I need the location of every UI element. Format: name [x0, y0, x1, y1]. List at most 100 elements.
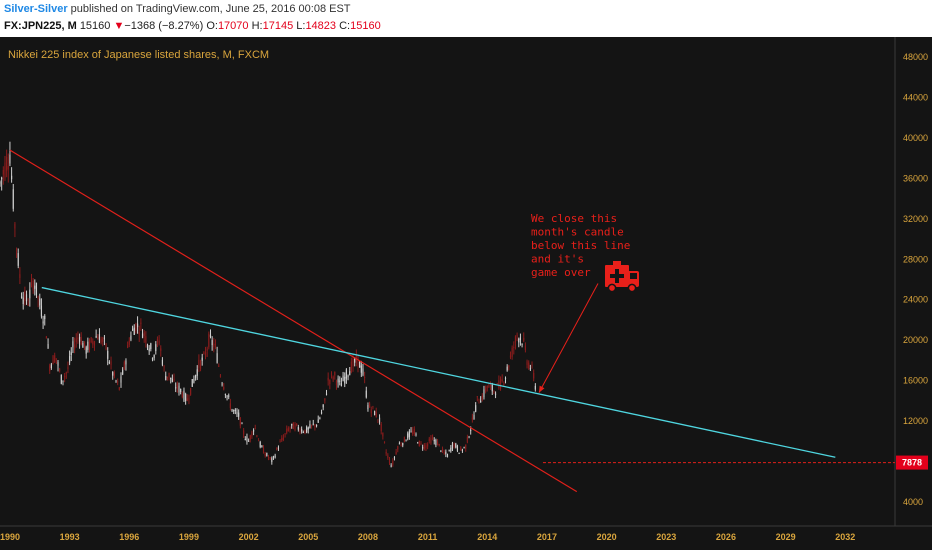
down-arrow-icon: ▼: [113, 20, 125, 32]
candle-body: [32, 280, 34, 291]
x-tick-label: 1999: [179, 532, 199, 542]
candle-body: [383, 441, 386, 443]
candle-body: [127, 345, 129, 348]
candle-body: [219, 375, 222, 377]
candle-body: [208, 333, 210, 348]
candle-body: [337, 378, 339, 383]
candle-body: [72, 341, 74, 348]
candle-body: [460, 447, 462, 451]
candle-body: [319, 417, 321, 419]
annotation-line: below this line: [531, 239, 630, 252]
candle-body: [504, 377, 507, 379]
candle-body: [340, 383, 343, 387]
candle-body: [112, 371, 114, 376]
candle-body: [74, 344, 76, 350]
candle-body: [528, 362, 530, 369]
y-tick-label: 16000: [903, 376, 928, 386]
candle-body: [83, 341, 86, 348]
candle-body: [204, 352, 207, 358]
candle-body: [423, 444, 425, 450]
candle-body: [257, 440, 260, 442]
candle-body: [334, 372, 336, 376]
candle-body: [209, 334, 212, 337]
candle-body: [113, 372, 115, 377]
candle-body: [481, 395, 483, 401]
candle-body: [102, 338, 104, 342]
candle-body: [118, 387, 120, 390]
candle-body: [254, 427, 256, 429]
candle-body: [365, 390, 367, 398]
candle-body: [234, 409, 236, 412]
candle-body: [276, 448, 278, 450]
candle-body: [282, 437, 284, 441]
candle-body: [97, 336, 99, 340]
candle-body: [6, 157, 8, 171]
candle-body: [445, 451, 447, 455]
candle-body: [224, 393, 226, 395]
candle-body: [307, 427, 309, 430]
candle-body: [506, 366, 508, 371]
candle-body: [455, 443, 457, 448]
candle-body: [29, 289, 31, 299]
candle-body: [123, 361, 125, 369]
candle-body: [450, 447, 452, 452]
candle-body: [85, 347, 87, 354]
candle-body: [180, 388, 182, 392]
candle-body: [345, 369, 347, 379]
candle-body: [476, 396, 478, 398]
candle-body: [42, 321, 44, 324]
candle-body: [350, 361, 352, 373]
candle-body: [153, 355, 155, 358]
candle-body: [435, 439, 437, 445]
x-tick-label: 1996: [119, 532, 139, 542]
candle-body: [105, 343, 107, 349]
candle-body: [523, 337, 525, 341]
candle-body: [417, 442, 419, 444]
candle-body: [410, 430, 412, 432]
candle-body: [238, 412, 240, 417]
candle-body: [55, 358, 57, 360]
candle-body: [9, 154, 11, 164]
symbol-label: FX:JPN225, M: [4, 20, 77, 32]
publish-line: Silver-Silver published on TradingView.c…: [4, 3, 351, 15]
candle-body: [385, 452, 387, 454]
candle-body: [59, 369, 61, 371]
candle-body: [420, 442, 422, 444]
author-link[interactable]: Silver-Silver: [4, 3, 68, 15]
candle-body: [339, 380, 341, 382]
candle-body: [493, 390, 495, 392]
candle-body: [451, 442, 454, 449]
candle-body: [107, 351, 109, 359]
x-tick-label: 2014: [477, 532, 497, 542]
candle-body: [214, 343, 217, 346]
candle-body: [392, 460, 394, 465]
candle-body: [92, 341, 94, 345]
plot-area[interactable]: [0, 37, 895, 526]
candle-body: [418, 440, 420, 446]
candle-body: [490, 384, 492, 387]
candle-body: [518, 338, 520, 343]
candle-body: [390, 465, 392, 467]
candle-body: [427, 443, 429, 447]
candle-body: [88, 340, 91, 350]
candle-body: [198, 359, 200, 368]
candle-body: [432, 437, 434, 440]
price-chart[interactable]: Nikkei 225 index of Japanese listed shar…: [0, 37, 932, 550]
time-axis[interactable]: 1990 1993 1996 1999 2002 2005 2008 2011 2014 2017…: [0, 532, 855, 542]
candle-body: [311, 424, 313, 426]
candle-body: [170, 377, 172, 379]
candle-body: [103, 337, 105, 339]
candle-body: [203, 352, 205, 354]
candle-body: [155, 344, 157, 352]
candle-body: [175, 387, 177, 389]
candle-body: [425, 445, 427, 448]
candle-body: [483, 389, 485, 398]
candle-body: [524, 345, 526, 350]
candle-body: [132, 329, 134, 331]
candle-body: [284, 433, 286, 435]
candle-body: [320, 411, 323, 414]
candle-body: [367, 404, 369, 410]
candle-body: [461, 449, 463, 451]
candle-body: [277, 447, 280, 449]
